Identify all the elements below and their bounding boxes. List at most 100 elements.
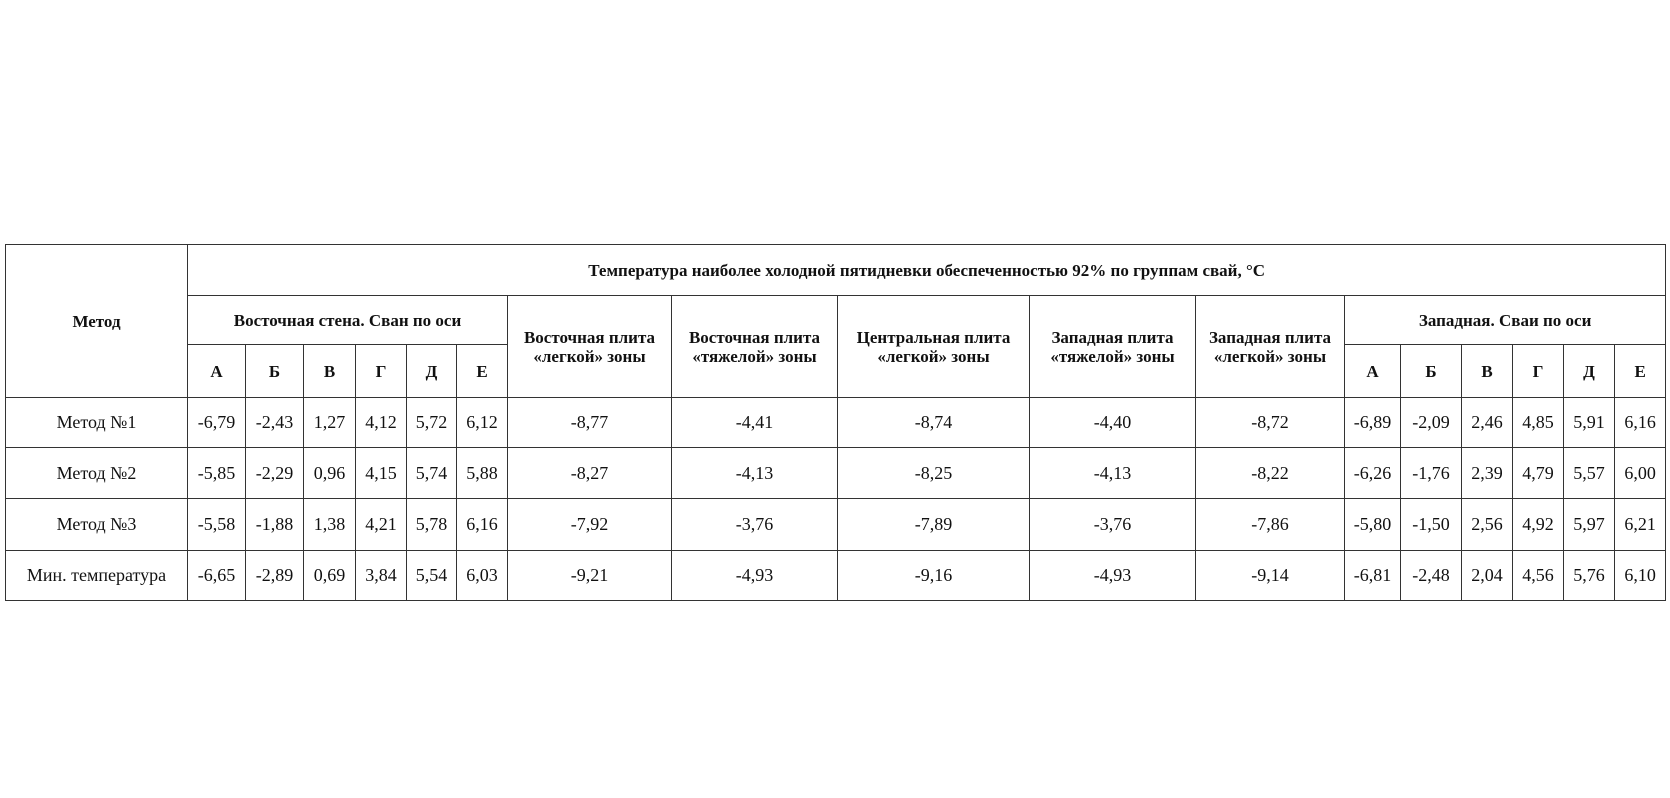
column-header: Восточная плита «легкой» зоны <box>507 295 672 398</box>
cell-value: -2,29 <box>245 447 304 499</box>
cell-value: -4,40 <box>1029 397 1196 448</box>
cell-value: -8,74 <box>837 397 1030 448</box>
cell-value: -3,76 <box>1029 498 1196 551</box>
cell-value: 6,21 <box>1613 498 1667 551</box>
cell-value: 6,12 <box>456 397 508 448</box>
cell-value: -2,89 <box>245 550 304 601</box>
cell-value: -1,76 <box>1400 447 1462 499</box>
cell-value: 5,88 <box>456 447 508 499</box>
cell-value: 4,85 <box>1512 397 1564 448</box>
sub-header: А <box>187 344 246 398</box>
cell-value: 4,21 <box>355 498 407 551</box>
sub-header: Д <box>1563 344 1615 398</box>
sub-header: Г <box>355 344 407 398</box>
table-row: Метод №2 -5,85 -2,29 0,96 4,15 5,74 5,88 -8,27-… <box>5 447 1667 499</box>
column-header: Центральная плита «легкой» зоны <box>837 295 1030 398</box>
row-label: Метод №1 <box>5 397 188 448</box>
cell-value: -1,88 <box>245 498 304 551</box>
cell-value: 5,74 <box>406 447 457 499</box>
cell-value: 5,78 <box>406 498 457 551</box>
column-header: Западная плита «легкой» зоны <box>1195 295 1345 398</box>
cell-value: -3,76 <box>671 498 838 551</box>
cell-value: -1,50 <box>1400 498 1462 551</box>
data-table: Метод Температура наиболее холодной пятид… <box>5 244 1667 601</box>
cell-value: 4,79 <box>1512 447 1564 499</box>
cell-value: -8,77 <box>507 397 672 448</box>
cell-value: 5,57 <box>1563 447 1615 499</box>
cell-value: 2,39 <box>1461 447 1513 499</box>
cell-value: 3,84 <box>355 550 407 601</box>
cell-value: -6,65 <box>187 550 246 601</box>
cell-value: -5,80 <box>1344 498 1401 551</box>
cell-value: -8,72 <box>1195 397 1345 448</box>
table-title: Температура наиболее холодной пятидневки… <box>186 244 1667 296</box>
cell-value: 1,38 <box>303 498 356 551</box>
sub-header: Г <box>1512 344 1564 398</box>
sub-header: Е <box>456 344 508 398</box>
table-row: Метод №3 -5,58 -1,88 1,38 4,21 5,78 6,16 -7,92-… <box>5 498 1667 551</box>
cell-value: -4,13 <box>671 447 838 499</box>
cell-value: 6,03 <box>456 550 508 601</box>
cell-value: -9,16 <box>837 550 1030 601</box>
row-header: Метод <box>5 244 188 398</box>
cell-value: 5,72 <box>406 397 457 448</box>
cell-value: 6,16 <box>456 498 508 551</box>
cell-value: 0,69 <box>303 550 356 601</box>
cell-value: -5,85 <box>187 447 246 499</box>
table-row: Мин. температура -6,65 -2,89 0,69 3,84 5,54 6,… <box>5 550 1667 601</box>
sub-header: Б <box>1400 344 1462 398</box>
cell-value: 2,56 <box>1461 498 1513 551</box>
cell-value: 2,46 <box>1461 397 1513 448</box>
sub-header: В <box>1461 344 1513 398</box>
cell-value: 4,92 <box>1512 498 1564 551</box>
sub-header: Б <box>245 344 304 398</box>
cell-value: 5,97 <box>1563 498 1615 551</box>
group-header: Восточная стена. Сван по оси <box>187 295 508 345</box>
sub-header: А <box>1344 344 1401 398</box>
cell-value: -9,21 <box>507 550 672 601</box>
cell-value: 4,12 <box>355 397 407 448</box>
row-label: Метод №2 <box>5 447 188 499</box>
cell-value: -5,58 <box>187 498 246 551</box>
table-row: Метод №1 -6,79 -2,43 1,27 4,12 5,72 6,12 -8,77-… <box>5 397 1667 448</box>
cell-value: 4,15 <box>355 447 407 499</box>
cell-value: 2,04 <box>1461 550 1513 601</box>
cell-value: -4,93 <box>1029 550 1196 601</box>
table-row: Восточная стена. Сван по оси Восточная пл… <box>6 295 1667 398</box>
cell-value: -6,79 <box>187 397 246 448</box>
cell-value: 5,54 <box>406 550 457 601</box>
sub-header: Д <box>406 344 457 398</box>
sub-header: Е <box>1613 344 1667 398</box>
cell-value: -8,25 <box>837 447 1030 499</box>
cell-value: -4,93 <box>671 550 838 601</box>
row-label: Метод №3 <box>5 498 188 551</box>
column-header: Восточная плита «тяжелой» зоны <box>671 295 838 398</box>
column-header: Западная плита «тяжелой» зоны <box>1029 295 1196 398</box>
cell-value: -6,81 <box>1344 550 1401 601</box>
cell-value: -4,13 <box>1029 447 1196 499</box>
cell-value: -2,48 <box>1400 550 1462 601</box>
cell-value: 0,96 <box>303 447 356 499</box>
group-header: Западная. Сваи по оси <box>1343 295 1667 345</box>
cell-value: 5,91 <box>1563 397 1615 448</box>
cell-value: -8,27 <box>507 447 672 499</box>
row-label: Мин. температура <box>5 550 188 601</box>
cell-value: 4,56 <box>1512 550 1564 601</box>
cell-value: 6,00 <box>1613 447 1667 499</box>
cell-value: -6,26 <box>1344 447 1401 499</box>
cell-value: -4,41 <box>671 397 838 448</box>
cell-value: -7,89 <box>837 498 1030 551</box>
table-row: Метод Температура наиболее холодной пятид… <box>5 244 1667 398</box>
cell-value: 1,27 <box>303 397 356 448</box>
cell-value: -7,92 <box>507 498 672 551</box>
cell-value: 6,16 <box>1613 397 1667 448</box>
cell-value: -2,09 <box>1400 397 1462 448</box>
cell-value: -7,86 <box>1195 498 1345 551</box>
cell-value: 5,76 <box>1563 550 1615 601</box>
cell-value: -9,14 <box>1195 550 1345 601</box>
cell-value: -8,22 <box>1195 447 1345 499</box>
cell-value: 6,10 <box>1613 550 1667 601</box>
cell-value: -6,89 <box>1344 397 1401 448</box>
